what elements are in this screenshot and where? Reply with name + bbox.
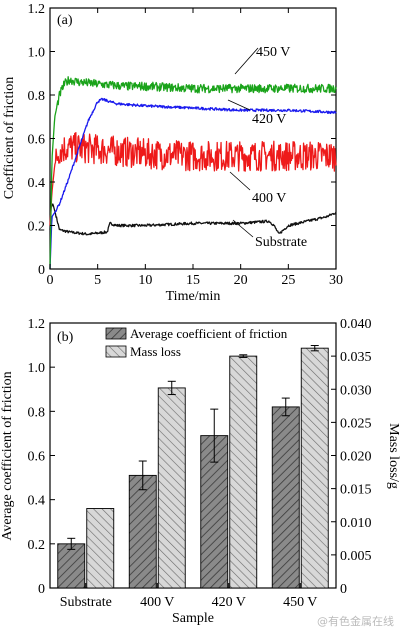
leader-substrate: [232, 219, 254, 238]
x-tick-label: 5: [94, 273, 101, 288]
legend-swatch-mass-loss: [105, 345, 127, 358]
bar-mass-loss-450-v: [300, 347, 329, 589]
x-tick-label: 10: [138, 273, 152, 288]
y-axis-title: Average coefficient of friction: [0, 371, 15, 540]
y-tick-label: 1.0: [28, 361, 46, 376]
watermark: @有色金属在线: [317, 615, 394, 628]
x-tick-label: 450 V: [283, 595, 317, 610]
bar-mass-loss-420-v: [229, 355, 258, 589]
legend-label-mass-loss: Mass loss: [130, 344, 181, 359]
x-axis-title: Sample: [172, 611, 214, 626]
y2-tick-label: 0.040: [340, 317, 372, 332]
y2-tick-label: 0.025: [340, 416, 372, 431]
y-tick-label: 0.4: [28, 176, 46, 191]
x-tick-label: 0: [47, 273, 54, 288]
x-tick-label: 400 V: [140, 595, 174, 610]
x-axis-title: Time/min: [166, 289, 221, 304]
y-tick-label: 0.8: [28, 89, 46, 104]
bar-friction-400-v: [128, 474, 157, 589]
y-tick-label: 0.4: [28, 494, 46, 509]
bar-mass-loss-400-v: [157, 387, 186, 589]
y-tick-label: 0.6: [28, 450, 46, 465]
y2-axis-title: Mass loss/g: [386, 423, 400, 489]
y2-tick-label: 0.005: [340, 549, 372, 564]
label-substrate: Substrate: [255, 235, 307, 250]
leader-420v: [227, 99, 251, 111]
label-420v: 420 V: [252, 112, 286, 127]
y-tick-label: 1.0: [28, 46, 46, 61]
y-tick-label: 0.2: [28, 538, 46, 553]
y-tick-label: 1.2: [28, 317, 46, 332]
series-line-400-v: [49, 132, 337, 226]
bar-friction-substrate: [57, 543, 86, 589]
y-tick-label: 0.2: [28, 220, 46, 235]
y-tick-label: 1.2: [28, 2, 46, 17]
plot-frame: [49, 7, 337, 270]
x-tick-label: 15: [186, 273, 200, 288]
series-line-substrate: [49, 203, 337, 236]
y-tick-label: 0.6: [28, 133, 46, 148]
leader-400v: [229, 171, 251, 191]
y-tick-label: 0: [38, 582, 45, 597]
y2-tick-label: 0.010: [340, 516, 372, 531]
series-line-420-v: [49, 97, 337, 270]
y2-tick-label: 0.015: [340, 483, 372, 498]
bars: [57, 345, 329, 589]
x-tick-label: 420 V: [212, 595, 246, 610]
y2-tick-label: 0.030: [340, 383, 372, 398]
panel-label: (a): [57, 13, 73, 28]
bar-chart: 0 0.2 0.4 0.6 0.8 1.0 1.2 0 0.005 0.010 0.015 0.020…: [0, 317, 400, 626]
bar-friction-450-v: [271, 406, 300, 589]
y2-tick-label: 0: [340, 582, 347, 597]
x-tick-label: 30: [329, 273, 343, 288]
label-450v: 450 V: [256, 45, 290, 60]
series-line-450-v: [49, 76, 337, 270]
legend: Average coefficient of friction Mass los…: [105, 326, 288, 359]
y-tick-label: 0: [38, 263, 45, 278]
x-tick-label: 20: [234, 273, 248, 288]
y-axis-title: Coefficient of friction: [2, 77, 17, 200]
legend-label-friction: Average coefficient of friction: [130, 326, 288, 341]
label-400v: 400 V: [252, 191, 286, 206]
y2-tick-label: 0.035: [340, 350, 372, 365]
bar-mass-loss-substrate: [86, 508, 115, 589]
axes: 0 5 10 15 20 25 30 0 0.2 0.4 0.6 0.8 1.0 1.2: [28, 2, 344, 288]
y-tick-label: 0.8: [28, 405, 46, 420]
series-lines: [49, 76, 337, 270]
axes: 0 0.2 0.4 0.6 0.8 1.0 1.2 0 0.005 0.010 0.015 0.020…: [28, 317, 372, 610]
friction-time-chart: 0 5 10 15 20 25 30 0 0.2 0.4 0.6 0.8 1.0 1.2 (a) 450 …: [2, 2, 343, 304]
y2-tick-label: 0.020: [340, 450, 372, 465]
x-tick-label: Substrate: [60, 595, 112, 610]
x-tick-label: 25: [281, 273, 295, 288]
panel-label: (b): [57, 330, 74, 345]
legend-swatch-friction: [105, 327, 127, 340]
leader-450v: [234, 47, 259, 75]
